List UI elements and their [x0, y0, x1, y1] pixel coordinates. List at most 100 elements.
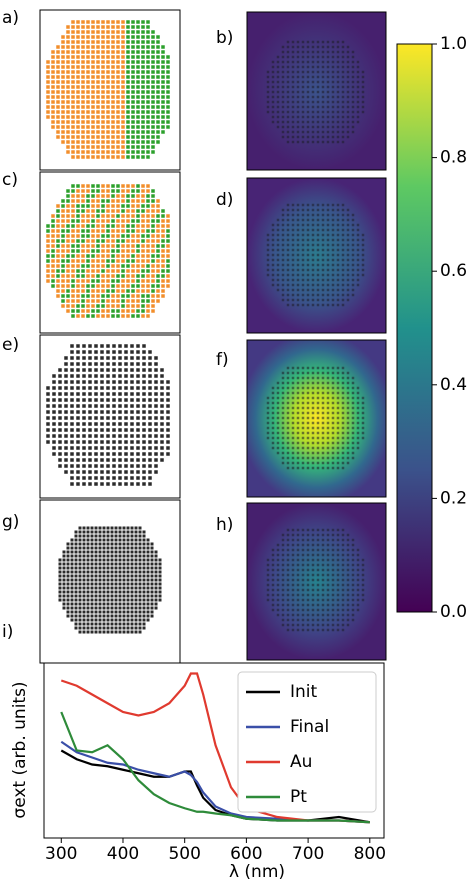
- atom: [321, 248, 325, 252]
- atom: [321, 55, 325, 59]
- atom: [356, 441, 360, 445]
- atom: [101, 224, 105, 228]
- atom: [276, 558, 280, 562]
- atom: [101, 70, 105, 74]
- atom: [61, 224, 65, 228]
- atom: [331, 125, 335, 129]
- atom: [130, 476, 134, 480]
- atom: [46, 90, 50, 94]
- atom: [96, 209, 100, 213]
- atom: [82, 614, 86, 618]
- atom: [102, 602, 106, 606]
- atom: [361, 273, 365, 277]
- atom: [64, 434, 68, 438]
- atom: [266, 431, 270, 435]
- atom: [276, 80, 280, 84]
- atom: [146, 594, 150, 598]
- atom: [316, 563, 320, 567]
- atom: [130, 422, 134, 426]
- atom: [96, 289, 100, 293]
- atom: [118, 368, 122, 372]
- atom: [296, 115, 300, 119]
- atom: [161, 209, 165, 213]
- atom: [301, 416, 305, 420]
- atom: [101, 299, 105, 303]
- atom: [271, 421, 275, 425]
- atom: [146, 199, 150, 203]
- atom: [106, 294, 110, 298]
- atom: [94, 614, 98, 618]
- atom: [66, 614, 70, 618]
- atom: [281, 130, 285, 134]
- atom: [311, 258, 315, 262]
- atom: [336, 95, 340, 99]
- atom: [311, 366, 315, 370]
- atom: [266, 70, 270, 74]
- atom: [112, 404, 116, 408]
- atom: [131, 244, 135, 248]
- atom: [82, 386, 86, 390]
- atom: [141, 304, 145, 308]
- atom: [71, 150, 75, 154]
- atom: [281, 411, 285, 415]
- atom: [321, 416, 325, 420]
- atom: [286, 203, 290, 207]
- atom: [306, 401, 310, 405]
- atom: [291, 381, 295, 385]
- atom: [336, 456, 340, 460]
- atom: [306, 426, 310, 430]
- atom: [341, 85, 345, 89]
- atom: [76, 60, 80, 64]
- atom: [336, 218, 340, 222]
- atom: [100, 356, 104, 360]
- atom: [82, 440, 86, 444]
- atom: [106, 219, 110, 223]
- atom: [271, 588, 275, 592]
- atom: [361, 263, 365, 267]
- atom: [138, 546, 142, 550]
- atom: [66, 224, 70, 228]
- atom: [116, 125, 120, 129]
- atom: [91, 204, 95, 208]
- atom: [141, 45, 145, 49]
- atom: [296, 543, 300, 547]
- atom: [141, 20, 145, 24]
- atom: [146, 115, 150, 119]
- atom: [94, 570, 98, 574]
- atom: [146, 610, 150, 614]
- atom: [112, 428, 116, 432]
- atom: [286, 528, 290, 532]
- atom: [301, 421, 305, 425]
- atom: [116, 259, 120, 263]
- atom: [301, 70, 305, 74]
- atom: [316, 628, 320, 632]
- atom: [130, 446, 134, 450]
- atom: [356, 248, 360, 252]
- atom: [321, 436, 325, 440]
- atom: [124, 446, 128, 450]
- atom: [126, 20, 130, 24]
- atom: [96, 145, 100, 149]
- atom: [86, 582, 90, 586]
- atom: [341, 543, 345, 547]
- atom: [316, 105, 320, 109]
- atom: [142, 590, 146, 594]
- atom: [106, 422, 110, 426]
- atom: [146, 224, 150, 228]
- atom: [151, 244, 155, 248]
- atom: [311, 105, 315, 109]
- atom: [341, 376, 345, 380]
- atom: [154, 470, 158, 474]
- atom: [346, 120, 350, 124]
- atom: [106, 618, 110, 622]
- atom: [121, 209, 125, 213]
- atom: [136, 125, 140, 129]
- atom: [141, 239, 145, 243]
- atom: [61, 75, 65, 79]
- atom: [131, 229, 135, 233]
- atom: [70, 610, 74, 614]
- atom: [70, 582, 74, 586]
- atom: [331, 268, 335, 272]
- atom: [94, 538, 98, 542]
- atom: [82, 446, 86, 450]
